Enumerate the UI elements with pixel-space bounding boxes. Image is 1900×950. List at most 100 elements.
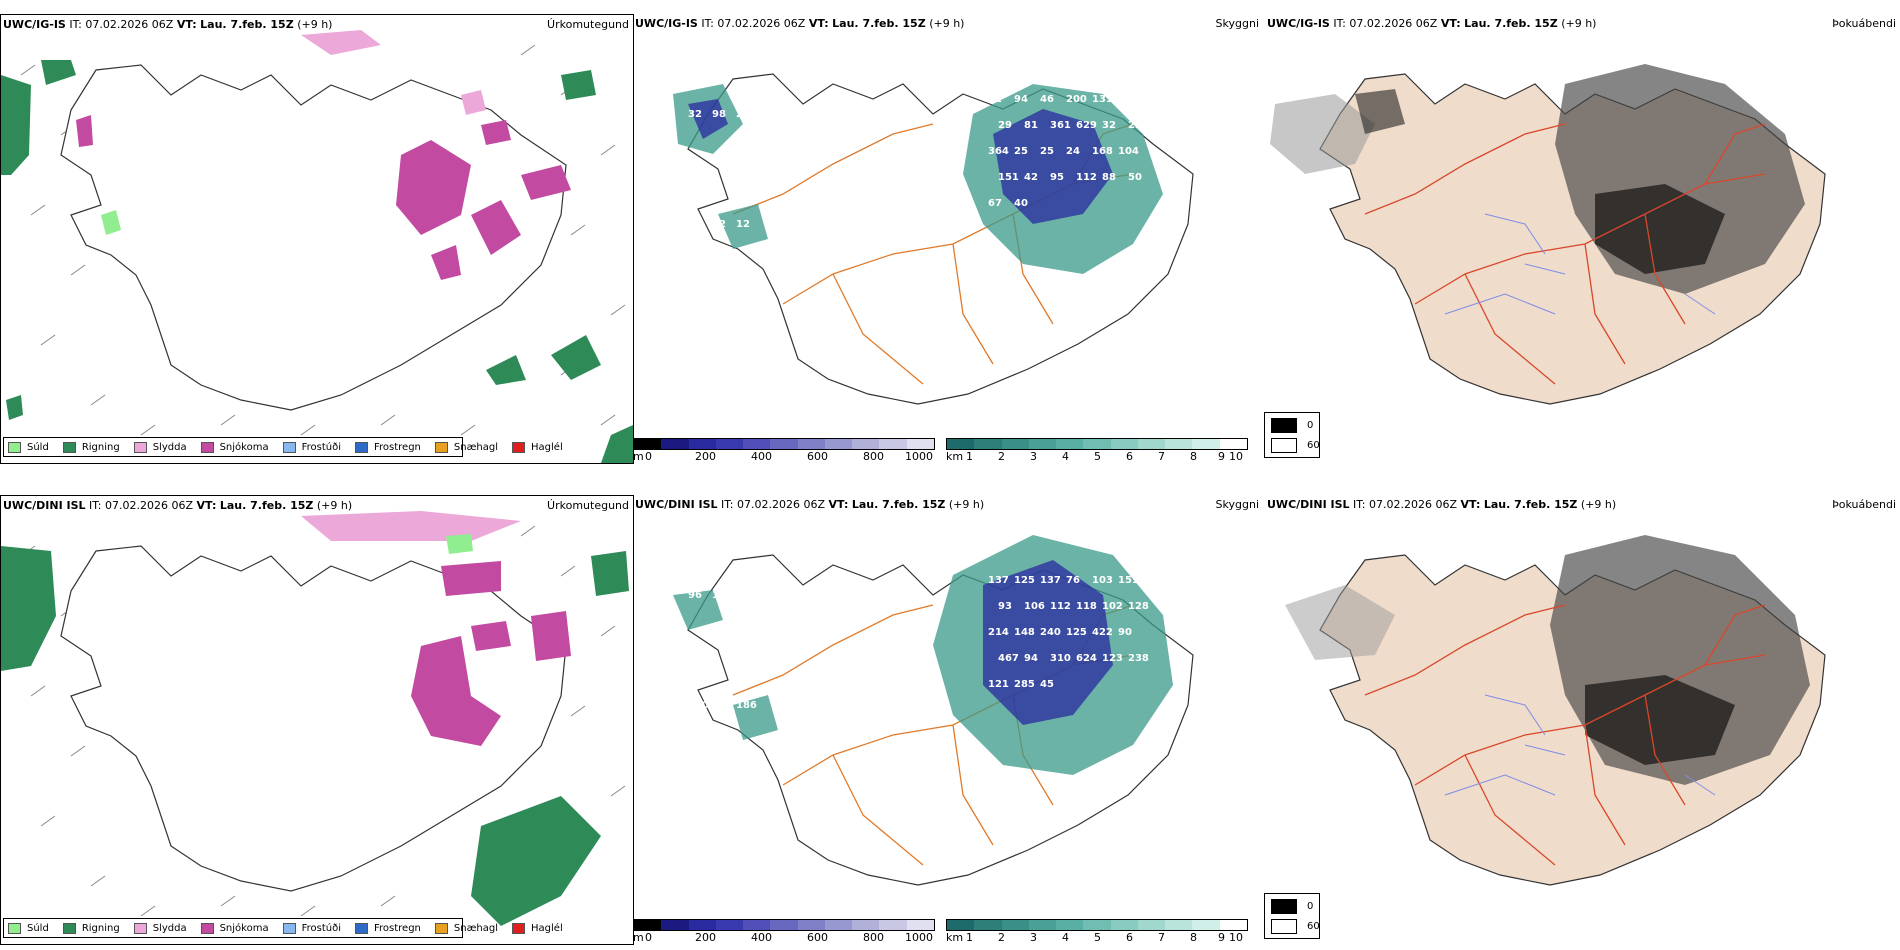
legend-item-haglel: Haglél bbox=[512, 922, 563, 934]
cloud-base-label: 32 bbox=[688, 109, 702, 120]
cloud-base-label: 467 bbox=[998, 653, 1019, 664]
cloud-base-label: 82 bbox=[988, 94, 1002, 105]
cloud-base-label: 186 bbox=[736, 700, 757, 711]
legend-item-rigning: Rigning bbox=[62, 441, 120, 453]
legend-item-frostudi: Frostúði bbox=[282, 441, 341, 453]
colorbar-swatch bbox=[1001, 439, 1029, 449]
cloud-base-label: 112 bbox=[1050, 601, 1071, 612]
colorbar-swatch bbox=[770, 920, 798, 930]
cloud-base-label: 151 bbox=[1118, 575, 1139, 586]
snow-area-4 bbox=[471, 621, 511, 651]
fog-indicator-nw bbox=[1355, 89, 1405, 134]
snow-area-5 bbox=[521, 165, 571, 200]
legend-swatch bbox=[200, 922, 214, 934]
snow-area-3 bbox=[531, 611, 571, 661]
road-network bbox=[1364, 123, 1766, 385]
visibility-colorbar-row2 bbox=[946, 919, 1248, 931]
ceiling-colorbar-row1 bbox=[633, 438, 935, 450]
cloud-base-label: 422 bbox=[1092, 627, 1113, 638]
legend-swatch bbox=[434, 922, 448, 934]
legend-item-frostregn: Frostregn bbox=[355, 922, 421, 934]
fog-panel-row1: UWC/IG-IS IT: 07.02.2026 06Z VT: Lau. 7.… bbox=[1265, 14, 1900, 462]
cloud-base-label: 96 bbox=[688, 590, 702, 601]
cloud-base-label: 151 bbox=[998, 172, 1019, 183]
cloud-base-label: 88 bbox=[1102, 172, 1116, 183]
cloud-base-label: 95 bbox=[1050, 172, 1064, 183]
legend-swatch bbox=[355, 922, 368, 934]
colorbar-swatch bbox=[1110, 920, 1138, 930]
legend-swatch bbox=[512, 922, 526, 934]
colorbar-swatch bbox=[1219, 439, 1247, 449]
cloud-base-label: 42 bbox=[1024, 172, 1038, 183]
colorbar-swatches bbox=[946, 438, 1248, 450]
cloud-base-label: 364 bbox=[988, 146, 1009, 157]
snow-area-6 bbox=[76, 115, 93, 147]
legend-item-slydda: Slydda bbox=[133, 441, 187, 453]
legend-swatch bbox=[434, 441, 448, 453]
colorbar-swatch bbox=[879, 920, 907, 930]
colorbar-swatch bbox=[1001, 920, 1029, 930]
cloud-panel-row1: UWC/IG-IS IT: 07.02.2026 06Z VT: Lau. 7.… bbox=[633, 14, 1263, 462]
precip-title-row2: Úrkomutegund bbox=[547, 499, 629, 512]
colorbar-swatch bbox=[1028, 920, 1057, 930]
colorbar-swatch bbox=[1083, 439, 1111, 449]
cloud-base-label: 25 bbox=[1040, 146, 1054, 157]
cloud-base-label: 12 bbox=[736, 219, 750, 230]
fog-legend-item-0: 0 bbox=[1271, 899, 1313, 914]
cloud-base-label: 45 bbox=[1040, 679, 1054, 690]
colorbar-swatch bbox=[715, 920, 744, 930]
colorbar-swatch bbox=[661, 439, 689, 449]
colorbar-swatch bbox=[1165, 439, 1193, 449]
fog-indicator-core bbox=[1595, 184, 1725, 274]
colorbar-swatch bbox=[974, 920, 1002, 930]
colorbar-swatch bbox=[688, 920, 716, 930]
rain-area-se bbox=[471, 796, 601, 926]
cloud-base-label: 94 bbox=[1024, 653, 1038, 664]
sleet-area-north bbox=[301, 30, 381, 55]
legend-item-slydda: Slydda bbox=[133, 922, 187, 934]
colorbar-swatch bbox=[906, 439, 934, 449]
fog-indicator-west bbox=[1285, 585, 1395, 660]
cloud-base-label: 103 bbox=[1092, 575, 1113, 586]
legend-swatch bbox=[512, 441, 526, 453]
river-network bbox=[1444, 213, 1716, 315]
legend-item-frostregn: Frostregn bbox=[355, 441, 421, 453]
cloud-map-row1 bbox=[673, 73, 1194, 405]
road-network bbox=[732, 123, 1134, 385]
colorbar-swatch bbox=[1028, 439, 1057, 449]
colorbar-swatch bbox=[1192, 439, 1220, 449]
cloud-base-label: 94 bbox=[1014, 94, 1028, 105]
fog-legend-item-60: 60 bbox=[1271, 438, 1320, 453]
legend-item-rigning: Rigning bbox=[62, 922, 120, 934]
colorbar-swatch bbox=[797, 920, 825, 930]
cloud-base-label: 98 bbox=[712, 109, 726, 120]
cloud-base-label: 106 bbox=[1024, 601, 1045, 612]
cloud-base-label: 81 bbox=[1024, 120, 1038, 131]
fog-legend-item-60: 60 bbox=[1271, 919, 1320, 934]
cloud-base-label: 168 bbox=[1092, 146, 1113, 157]
cloud-base-label: 200 bbox=[1066, 94, 1087, 105]
colorbar-swatch bbox=[743, 920, 771, 930]
precip-header-row1: UWC/IG-IS IT: 07.02.2026 06Z VT: Lau. 7.… bbox=[3, 18, 333, 31]
cloud-base-label: 32 bbox=[1102, 120, 1116, 131]
colorbar-swatch bbox=[715, 439, 744, 449]
ceiling-colorbar-row2 bbox=[633, 919, 935, 931]
colorbar-swatch bbox=[797, 439, 825, 449]
cloud-map-row2 bbox=[673, 535, 1194, 886]
cloud-title-row1: Skyggni bbox=[1215, 17, 1259, 30]
cloud-base-label: 112 bbox=[1076, 172, 1097, 183]
fog-map-row1 bbox=[1270, 64, 1826, 405]
cloud-base-label: 440 bbox=[712, 700, 733, 711]
fog-map-row2 bbox=[1285, 535, 1826, 886]
visibility-colorbar-row1 bbox=[946, 438, 1248, 450]
cloud-base-label: 310 bbox=[1050, 653, 1071, 664]
colorbar-swatch bbox=[1083, 920, 1111, 930]
legend-item-sudd: Súld bbox=[8, 441, 49, 453]
colorbar-swatch bbox=[743, 439, 771, 449]
precip-panel-row1: UWC/IG-IS IT: 07.02.2026 06Z VT: Lau. 7.… bbox=[0, 14, 634, 464]
legend-swatch bbox=[1271, 919, 1297, 934]
precip-map-row1 bbox=[1, 30, 633, 463]
colorbar-swatch bbox=[1110, 439, 1138, 449]
cloud-base-label: 76 bbox=[1066, 575, 1080, 586]
cloud-base-label: 104 bbox=[1118, 146, 1139, 157]
